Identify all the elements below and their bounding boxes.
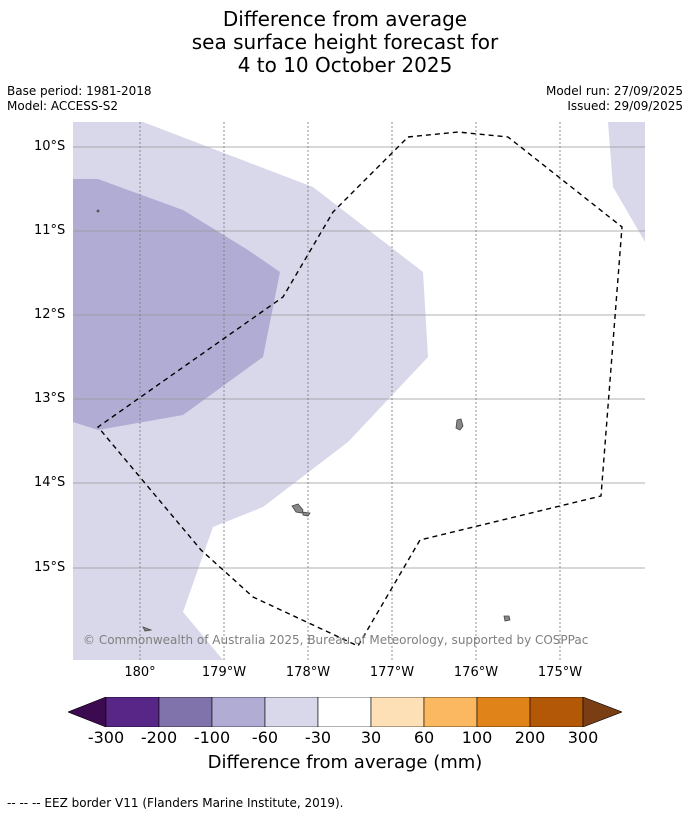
eez-legend-note: -- -- -- EEZ border V11 (Flanders Marine… bbox=[7, 796, 344, 810]
longitude-lines bbox=[139, 122, 561, 660]
colorbar-bin-4 bbox=[264, 697, 319, 727]
islands bbox=[96, 209, 511, 632]
map-frame-top bbox=[73, 121, 645, 122]
model-name: Model: ACCESS-S2 bbox=[7, 99, 119, 113]
issued-date: Issued: 29/09/2025 bbox=[567, 99, 683, 113]
lat-label-10s: 10°S bbox=[34, 139, 66, 154]
colorbar-bin-7 bbox=[423, 697, 478, 727]
colorbar-bin-6 bbox=[370, 697, 425, 727]
colorbar-bin-3 bbox=[211, 697, 266, 727]
colorbar-bin-8 bbox=[476, 697, 531, 727]
map-panel bbox=[73, 122, 645, 660]
island-rotuma-dot bbox=[96, 209, 100, 213]
colorbar-tick: 100 bbox=[461, 728, 493, 747]
lat-label-15s: 15°S bbox=[34, 560, 66, 575]
lat-label-14s: 14°S bbox=[34, 475, 66, 490]
colorbar bbox=[68, 697, 622, 727]
latitude-lines bbox=[73, 146, 645, 569]
island-niuafoou bbox=[455, 418, 464, 431]
island-wallis bbox=[291, 503, 304, 514]
title-line-3: 4 to 10 October 2025 bbox=[237, 53, 453, 77]
lon-label-180: 180° bbox=[124, 665, 156, 680]
anomaly-region-light-east bbox=[608, 122, 645, 242]
lon-label-177w: 177°W bbox=[369, 665, 415, 680]
graticule-lines bbox=[73, 122, 645, 660]
island-tafahi bbox=[503, 615, 511, 622]
colorbar-bin-2 bbox=[158, 697, 213, 727]
colorbar-tick: 30 bbox=[360, 728, 382, 747]
title-line-1: Difference from average bbox=[222, 7, 468, 31]
colorbar-bin-5 bbox=[317, 697, 372, 727]
lon-label-178w: 178°W bbox=[285, 665, 331, 680]
colorbar-tick: 300 bbox=[567, 728, 599, 747]
lon-label-176w: 176°W bbox=[453, 665, 499, 680]
lat-label-13s: 13°S bbox=[34, 391, 66, 406]
eez-border bbox=[96, 131, 623, 647]
map-title: Difference from average sea surface heig… bbox=[0, 8, 690, 77]
lon-label-179w: 179°W bbox=[201, 665, 247, 680]
colorbar-tick: -100 bbox=[193, 728, 231, 747]
lat-label-12s: 12°S bbox=[34, 307, 66, 322]
colorbar-under-arrow bbox=[68, 697, 107, 727]
title-line-2: sea surface height forecast for bbox=[191, 30, 499, 54]
colorbar-label: Difference from average (mm) bbox=[207, 752, 483, 773]
colorbar-tick: -30 bbox=[304, 728, 332, 747]
lat-label-11s: 11°S bbox=[34, 223, 66, 238]
anomaly-region-medium bbox=[73, 179, 280, 430]
meta-right: Model run: 27/09/2025 Issued: 29/09/2025 bbox=[546, 84, 683, 114]
model-run: Model run: 27/09/2025 bbox=[545, 84, 683, 98]
island-futuna bbox=[302, 511, 311, 517]
colorbar-over-arrow bbox=[582, 697, 622, 727]
colorbar-tick: -200 bbox=[140, 728, 178, 747]
colorbar-tick: 60 bbox=[413, 728, 435, 747]
map-svg bbox=[73, 122, 645, 660]
colorbar-bin-1 bbox=[105, 697, 160, 727]
copyright-notice: © Commonwealth of Australia 2025, Bureau… bbox=[83, 633, 589, 647]
base-period: Base period: 1981-2018 bbox=[7, 84, 152, 98]
colorbar-bin-9 bbox=[529, 697, 584, 727]
colorbar-tick: -60 bbox=[251, 728, 279, 747]
island-southwest bbox=[142, 626, 153, 632]
lon-label-175w: 175°W bbox=[537, 665, 583, 680]
colorbar-tick: 200 bbox=[514, 728, 546, 747]
meta-left: Base period: 1981-2018 Model: ACCESS-S2 bbox=[7, 84, 152, 114]
colorbar-tick: -300 bbox=[87, 728, 125, 747]
